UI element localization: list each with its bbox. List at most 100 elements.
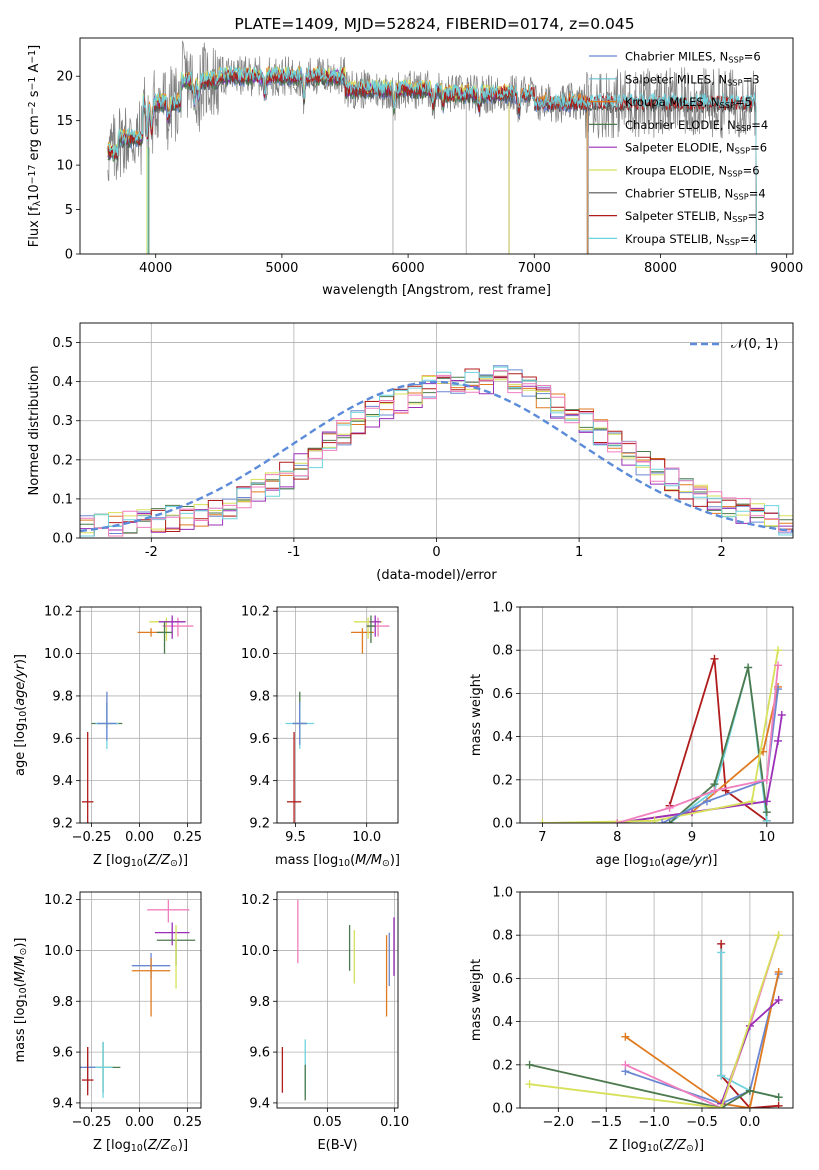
x-tick-label: 7: [538, 830, 546, 845]
axes-frame: [519, 891, 794, 1109]
data-point: [351, 628, 374, 654]
y-tick-label: 0.6: [492, 972, 513, 987]
weight-vs-age-panel: 7 8 9 10 0.0 0.2 0.4 0.6 0.8 1.0 age [log10(age/yr…: [469, 601, 794, 869]
y-tick-label: 9.6: [249, 732, 270, 747]
legend-label: Chabrier STELIB, NSSP=4: [625, 186, 766, 201]
y-tick-label: 0.0: [492, 1102, 513, 1117]
model-spectrum-line: [107, 66, 757, 254]
error-bars: [81, 615, 194, 823]
x-tick-label: −0.5: [686, 1115, 718, 1130]
x-tick-label: 0.0: [740, 1115, 761, 1130]
y-tick-label: 10.2: [44, 893, 73, 908]
y-axis-label: Flux [fλ10−17 erg cm−2 s−1 A−1]: [27, 45, 43, 247]
x-tick-label: 5000: [265, 261, 298, 276]
residuals-panel: -2 -1 0 1 2 0.0 0.1 0.2 0.3 0.4 0.5 𝒩(0, 1) (data-mo…: [27, 322, 794, 583]
legend: Chabrier MILES, NSSP=6 Salpeter MILES, NS…: [589, 50, 768, 247]
y-tick-label: 9.4: [249, 774, 270, 789]
data-point: [292, 702, 307, 745]
y-tick-label: 9.8: [249, 995, 270, 1010]
x-tick-label: -2: [145, 545, 158, 560]
y-tick-label: 10.0: [44, 944, 73, 959]
x-tick-label: −0.25: [72, 1115, 112, 1130]
error-bars: [80, 899, 196, 1098]
x-axis-label: Z [log10(Z/Z⊙)]: [93, 853, 188, 869]
x-tick-label: −0.25: [72, 830, 112, 845]
y-tick-label: 1.0: [492, 886, 513, 901]
y-tick-label: 1.0: [492, 601, 513, 616]
histogram-step: [80, 370, 793, 537]
y-tick-label: 10.0: [241, 647, 270, 662]
x-tick-label: 0.00: [125, 830, 154, 845]
x-tick-label: 1: [575, 545, 583, 560]
legend-label: Kroupa STELIB, NSSP=4: [625, 232, 757, 247]
y-tick-label: 9.4: [52, 1096, 73, 1111]
x-tick-label: 10: [759, 830, 776, 845]
y-tick-label: 9.8: [52, 995, 73, 1010]
x-axis-label: Z [log10(Z/Z⊙)]: [609, 1138, 704, 1154]
axes-frame: [276, 606, 399, 824]
weight-line: [624, 971, 780, 1108]
y-tick-label: 9.6: [249, 1046, 270, 1061]
data-point: [156, 621, 173, 654]
y-tick-label: 9.6: [52, 732, 73, 747]
data-point: [147, 899, 190, 923]
y-tick-label: 0.8: [492, 644, 513, 659]
legend-label: Chabrier MILES, NSSP=6: [625, 50, 761, 65]
y-tick-label: 10: [56, 159, 73, 174]
data-point: [366, 617, 390, 637]
weight-series: [525, 931, 783, 1108]
y-axis-label: age [log10(age/yr)]: [13, 654, 29, 776]
x-tick-label: −1.0: [638, 1115, 670, 1130]
x-axis-label: mass [log10(M/M⊙)]: [275, 853, 400, 869]
y-tick-label: 9.8: [52, 689, 73, 704]
gaussian-curve: [80, 380, 793, 533]
y-tick-label: 0.1: [52, 492, 73, 507]
weight-lines: [538, 646, 786, 823]
axes-frame: [79, 606, 202, 824]
x-tick-label: 8: [613, 830, 621, 845]
legend-label: Salpeter MILES, NSSP=3: [625, 72, 760, 87]
weight-line: [529, 934, 780, 1108]
x-axis-label: Z [log10(Z/Z⊙)]: [93, 1138, 188, 1154]
y-tick-label: 10.0: [241, 944, 270, 959]
weight-line: [529, 1063, 779, 1108]
axes-frame: [79, 891, 202, 1109]
y-axis-label: Normed distribution: [27, 366, 42, 496]
data-point: [81, 1047, 94, 1096]
x-tick-label: 9: [688, 830, 696, 845]
y-tick-label: 9.4: [249, 1096, 270, 1111]
error-bars: [285, 615, 390, 823]
y-tick-label: 0.2: [52, 453, 73, 468]
x-tick-label: 0.25: [173, 1115, 202, 1130]
y-axis-label: mass [log10(M/M⊙)]: [13, 938, 29, 1063]
y-tick-label: 20: [56, 70, 73, 85]
y-tick-label: 9.8: [249, 689, 270, 704]
weight-line: [668, 658, 768, 822]
data-point: [131, 958, 171, 1017]
y-tick-label: 0.0: [492, 817, 513, 832]
data-point: [154, 922, 190, 946]
x-axis-label: E(B-V): [317, 1138, 357, 1153]
x-tick-label: 10.0: [352, 830, 381, 845]
data-point: [97, 691, 117, 741]
y-tick-label: 10.0: [44, 647, 73, 662]
data-point: [93, 1041, 113, 1098]
weight-vs-z-panel: −2.0 −1.5 −1.0 −0.5 0.0 0.0 0.2 0.4 0.6 0.8 1.0 Z […: [469, 886, 794, 1154]
x-axis-label: wavelength [Angstrom, rest frame]: [322, 283, 551, 298]
y-tick-label: 9.4: [52, 774, 73, 789]
x-tick-label: −2.0: [543, 1115, 575, 1130]
weight-line: [661, 688, 779, 823]
x-tick-label: 9000: [770, 261, 803, 276]
chart-title: PLATE=1409, MJD=52824, FIBERID=0174, z=0…: [234, 15, 634, 33]
y-tick-label: 0.8: [492, 929, 513, 944]
y-tick-label: 15: [56, 114, 73, 129]
legend-label: 𝒩(0, 1): [731, 337, 778, 352]
weight-line: [625, 973, 780, 1105]
data-point: [366, 615, 376, 643]
legend-label: Salpeter STELIB, NSSP=3: [625, 209, 765, 224]
legend-label: Kroupa MILES, NSSP=5: [625, 95, 752, 110]
x-tick-label: 0.05: [313, 1115, 342, 1130]
weight-lines: [525, 931, 783, 1108]
weight-series: [538, 646, 783, 823]
histograms: [80, 365, 793, 537]
